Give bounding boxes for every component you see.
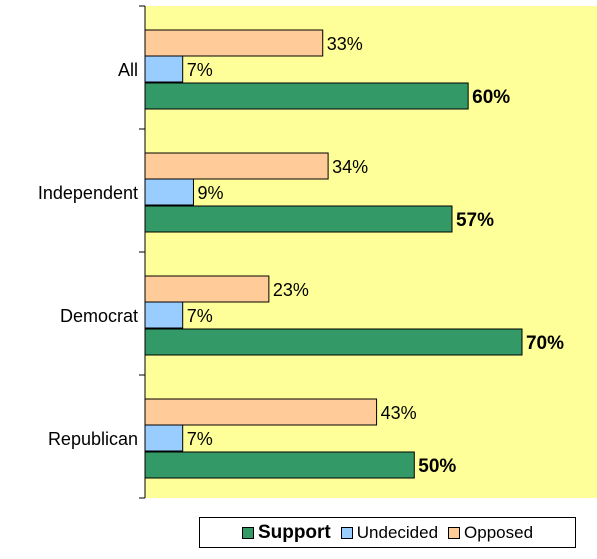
bar-support-independent bbox=[144, 205, 453, 233]
bar-opposed-republican bbox=[144, 398, 378, 426]
legend-label-undecided: Undecided bbox=[356, 522, 439, 542]
legend-swatch-undecided bbox=[340, 526, 353, 539]
category-label-independent: Independent bbox=[38, 183, 138, 203]
legend-label-opposed: Opposed bbox=[464, 522, 534, 542]
bar-undecided-republican bbox=[144, 424, 184, 452]
legend-item-opposed: Opposed bbox=[448, 523, 533, 543]
legend: Support Undecided Opposed bbox=[199, 517, 576, 548]
category-label-all: All bbox=[118, 60, 138, 80]
legend-item-undecided: Undecided bbox=[340, 522, 439, 543]
category-label-democrat: Democrat bbox=[60, 306, 138, 326]
bar-support-republican bbox=[144, 451, 415, 479]
category-label-republican: Republican bbox=[48, 429, 138, 449]
legend-swatch-opposed bbox=[448, 526, 461, 539]
bar-opposed-all bbox=[144, 29, 324, 57]
bar-undecided-independent bbox=[144, 178, 194, 206]
legend-item-support: Support bbox=[241, 521, 331, 544]
data-label-opposed-all: 33% bbox=[327, 34, 363, 54]
data-label-support-all: 60% bbox=[472, 87, 510, 108]
bar-support-democrat bbox=[144, 328, 523, 356]
bar-undecided-democrat bbox=[144, 301, 184, 329]
data-label-support-republican: 50% bbox=[418, 456, 456, 477]
data-label-opposed-republican: 43% bbox=[381, 403, 417, 423]
data-label-opposed-democrat: 23% bbox=[273, 280, 309, 300]
data-label-opposed-independent: 34% bbox=[332, 157, 368, 177]
data-label-support-independent: 57% bbox=[456, 210, 494, 231]
bar-support-all bbox=[144, 82, 469, 110]
data-label-support-democrat: 70% bbox=[526, 333, 564, 354]
legend-label-support: Support bbox=[257, 521, 331, 543]
legend-swatch-support bbox=[241, 526, 254, 539]
data-label-undecided-all: 7% bbox=[187, 60, 213, 80]
data-label-undecided-republican: 7% bbox=[187, 429, 213, 449]
bar-opposed-democrat bbox=[144, 275, 270, 303]
bar-opposed-independent bbox=[144, 152, 329, 180]
data-label-undecided-independent: 9% bbox=[197, 183, 223, 203]
bar-undecided-all bbox=[144, 55, 184, 83]
data-label-undecided-democrat: 7% bbox=[187, 306, 213, 326]
